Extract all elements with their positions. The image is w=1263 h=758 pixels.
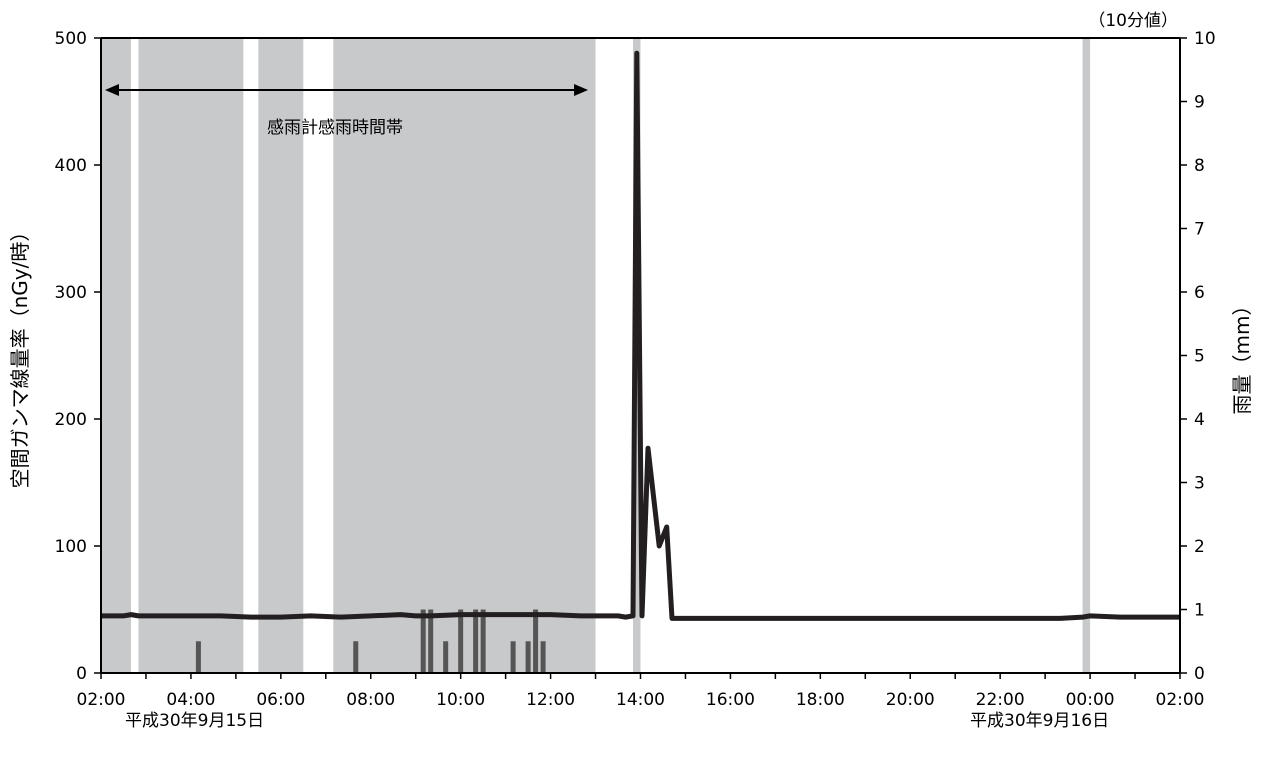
- x-tick-label: 02:00: [1156, 690, 1205, 710]
- rain-bar: [353, 641, 359, 673]
- left-tick-label: 400: [55, 156, 87, 176]
- date-end-label: 平成30年9月16日: [970, 711, 1109, 731]
- range-arrow-left-head: [105, 84, 119, 96]
- left-tick-label: 500: [55, 29, 87, 49]
- rain-sense-band: [258, 38, 304, 673]
- x-tick-label: 12:00: [526, 690, 575, 710]
- x-tick-label: 18:00: [796, 690, 845, 710]
- right-tick-label: 4: [1194, 410, 1205, 430]
- right-axis-title: 雨量（mm）: [1230, 296, 1254, 415]
- left-tick-label: 100: [55, 537, 87, 557]
- rain-bar: [533, 609, 539, 673]
- rain-sense-bands: [101, 38, 1091, 673]
- rain-sense-band: [333, 38, 596, 673]
- rain-sense-band: [101, 38, 131, 673]
- right-tick-label: 6: [1194, 283, 1205, 303]
- rain-bars: [195, 609, 546, 673]
- gamma-line: [101, 50, 1180, 621]
- right-tick-label: 10: [1194, 29, 1216, 49]
- right-tick-label: 9: [1194, 93, 1205, 113]
- rain-bar: [540, 641, 546, 673]
- right-tick-label: 8: [1194, 156, 1205, 176]
- left-axis-title: 空間ガンマ線量率（nGy/時）: [8, 222, 32, 489]
- x-tick-label: 10:00: [436, 690, 485, 710]
- x-tick-label: 16:00: [706, 690, 755, 710]
- right-tick-label: 0: [1194, 664, 1205, 684]
- rain-bar: [480, 609, 486, 673]
- x-tick-label: 06:00: [256, 690, 305, 710]
- right-tick-label: 2: [1194, 537, 1205, 557]
- x-tick-label: 00:00: [1066, 690, 1115, 710]
- tick-labels: 0 100 200 300 400 500 0 1 2 3 4 5 6 7 8 9 10 02:00 04:00 06…: [55, 29, 1216, 710]
- rain-bar: [473, 609, 479, 673]
- rain-bar: [443, 641, 449, 673]
- left-tick-label: 200: [55, 410, 87, 430]
- left-tick-label: 0: [76, 664, 87, 684]
- x-tick-label: 20:00: [886, 690, 935, 710]
- x-tick-label: 02:00: [77, 690, 126, 710]
- x-tick-label: 04:00: [166, 690, 215, 710]
- right-tick-label: 1: [1194, 601, 1205, 621]
- x-tick-label: 08:00: [346, 690, 395, 710]
- rain-bar: [428, 609, 434, 673]
- rain-bar: [458, 609, 464, 673]
- rain-sense-band: [138, 38, 244, 673]
- x-tick-label: 14:00: [616, 690, 665, 710]
- rain-bar: [510, 641, 516, 673]
- unit-note: （10分値）: [1088, 11, 1178, 31]
- rain-bar: [525, 641, 531, 673]
- right-tick-label: 3: [1194, 474, 1205, 494]
- gamma-line-layer: [101, 50, 1180, 621]
- rain-bar: [420, 609, 426, 673]
- rain-bar: [195, 641, 201, 673]
- date-start-label: 平成30年9月15日: [125, 711, 264, 731]
- left-tick-label: 300: [55, 283, 87, 303]
- range-label: 感雨計感雨時間帯: [267, 118, 403, 138]
- range-arrow-right-head: [574, 84, 589, 96]
- axes: [94, 37, 1187, 679]
- right-tick-label: 7: [1194, 220, 1205, 240]
- x-tick-label: 22:00: [976, 690, 1025, 710]
- right-tick-label: 5: [1194, 347, 1205, 367]
- rain-sense-band: [1082, 38, 1091, 673]
